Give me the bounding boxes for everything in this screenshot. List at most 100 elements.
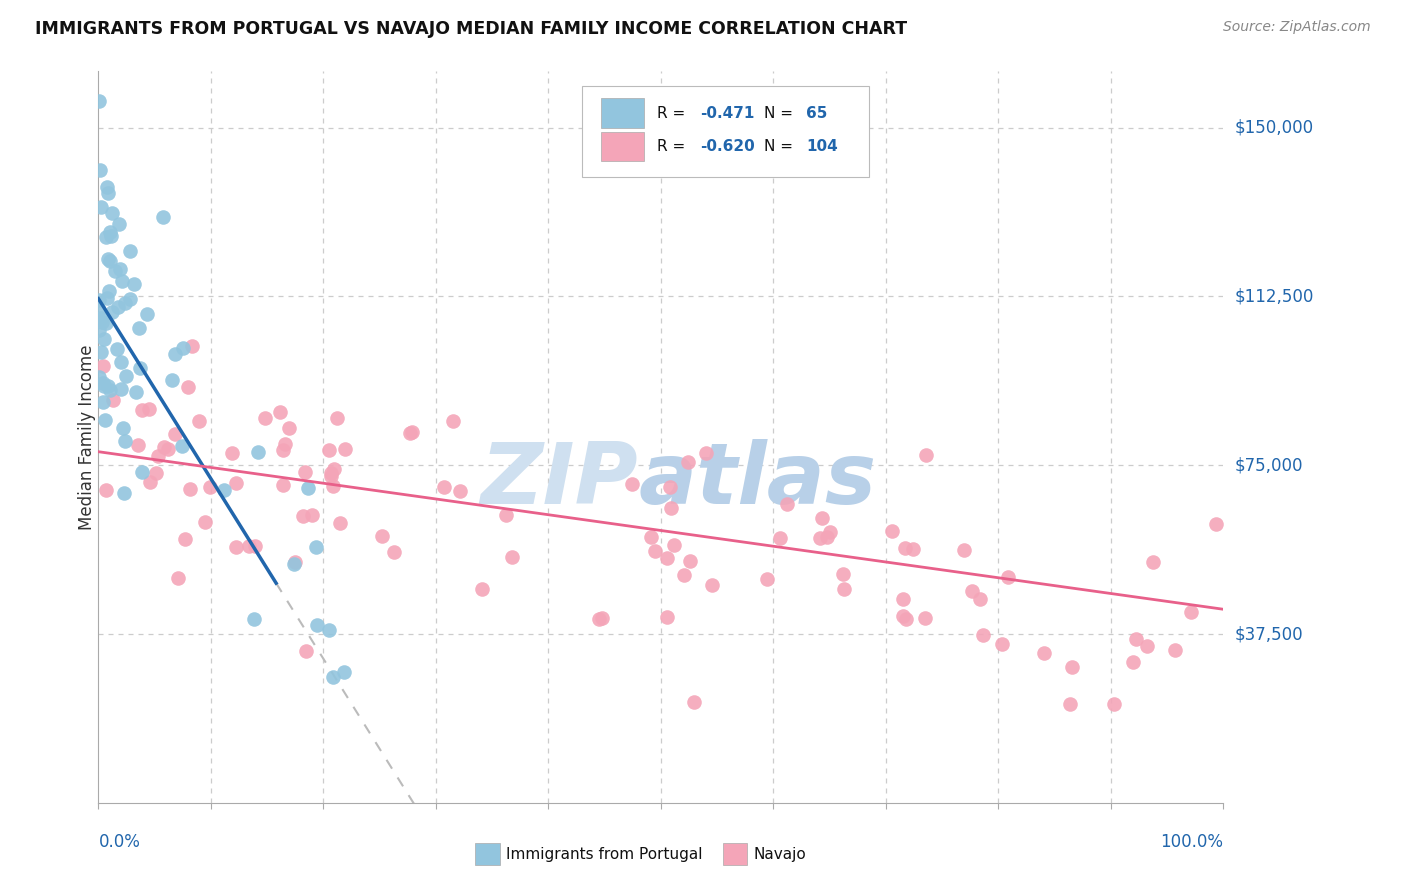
Point (146, 449, 169, 463)
Text: R =: R = (658, 105, 690, 120)
Point (891, 609, 914, 624)
Point (1060, 660, 1083, 674)
Text: 65: 65 (806, 105, 827, 120)
Point (100, 228, 122, 243)
Point (1033, 646, 1056, 660)
Point (449, 483, 471, 498)
Point (138, 401, 160, 416)
Point (820, 525, 842, 540)
Point (96, 291, 118, 305)
Point (915, 448, 938, 462)
Point (194, 516, 217, 530)
Point (655, 610, 678, 624)
Point (165, 346, 187, 360)
Point (329, 516, 352, 531)
Text: $150,000: $150,000 (1234, 119, 1313, 136)
Point (776, 497, 799, 511)
Point (131, 465, 153, 479)
Point (114, 296, 136, 310)
Point (682, 696, 704, 710)
Text: Source: ZipAtlas.com: Source: ZipAtlas.com (1223, 20, 1371, 34)
Point (305, 540, 328, 554)
Point (128, 321, 150, 335)
Point (108, 262, 131, 277)
Point (382, 545, 405, 559)
Point (90, 345, 112, 359)
Text: N =: N = (765, 139, 799, 154)
Point (274, 436, 297, 450)
Point (640, 530, 662, 544)
Point (111, 274, 134, 288)
Point (702, 578, 724, 592)
Text: 100.0%: 100.0% (1160, 833, 1223, 851)
Point (179, 482, 201, 496)
Point (834, 582, 856, 597)
Point (662, 538, 685, 552)
Point (621, 476, 644, 491)
Point (153, 440, 176, 454)
Point (128, 361, 150, 376)
Point (97, 252, 120, 267)
Point (96, 180, 118, 194)
Point (93, 359, 115, 373)
Text: $75,000: $75,000 (1234, 456, 1303, 475)
Point (295, 644, 318, 658)
Point (832, 567, 855, 582)
Point (131, 403, 153, 417)
FancyBboxPatch shape (602, 132, 644, 161)
Point (94, 230, 117, 244)
Point (808, 531, 831, 545)
Point (591, 611, 613, 625)
Point (110, 355, 132, 369)
Point (672, 568, 695, 582)
Point (1164, 642, 1187, 657)
Point (174, 532, 197, 546)
Point (127, 438, 149, 452)
Point (253, 410, 276, 425)
Point (655, 550, 678, 565)
Text: atlas: atlas (638, 440, 876, 523)
FancyBboxPatch shape (582, 86, 869, 178)
Point (89, 94, 111, 108)
Point (1180, 605, 1202, 619)
Point (588, 611, 610, 625)
Point (301, 508, 323, 523)
Point (901, 542, 924, 557)
Point (163, 427, 186, 442)
Point (471, 582, 494, 596)
Point (679, 554, 702, 568)
Point (495, 508, 517, 522)
Point (433, 480, 456, 494)
Point (695, 446, 717, 460)
Point (894, 541, 917, 556)
Point (90, 311, 112, 326)
Point (997, 570, 1019, 584)
Point (810, 511, 832, 525)
Point (221, 446, 243, 460)
Point (107, 300, 129, 314)
Point (1142, 555, 1164, 569)
Text: N =: N = (765, 105, 799, 120)
Point (122, 277, 145, 291)
Point (283, 556, 305, 570)
Point (896, 612, 918, 626)
Point (97, 379, 120, 393)
Text: 0.0%: 0.0% (98, 833, 141, 851)
Point (914, 611, 936, 625)
Point (247, 445, 270, 459)
Point (307, 618, 329, 632)
Point (297, 481, 319, 495)
Point (659, 501, 682, 516)
Point (401, 425, 423, 439)
Point (501, 549, 523, 564)
FancyBboxPatch shape (602, 98, 644, 128)
Point (94, 483, 117, 498)
Point (93, 394, 115, 409)
Point (953, 542, 976, 557)
Point (756, 572, 779, 586)
Point (370, 529, 392, 543)
Point (277, 421, 299, 435)
Point (94, 413, 117, 427)
Point (93, 379, 115, 393)
Point (94, 316, 117, 330)
